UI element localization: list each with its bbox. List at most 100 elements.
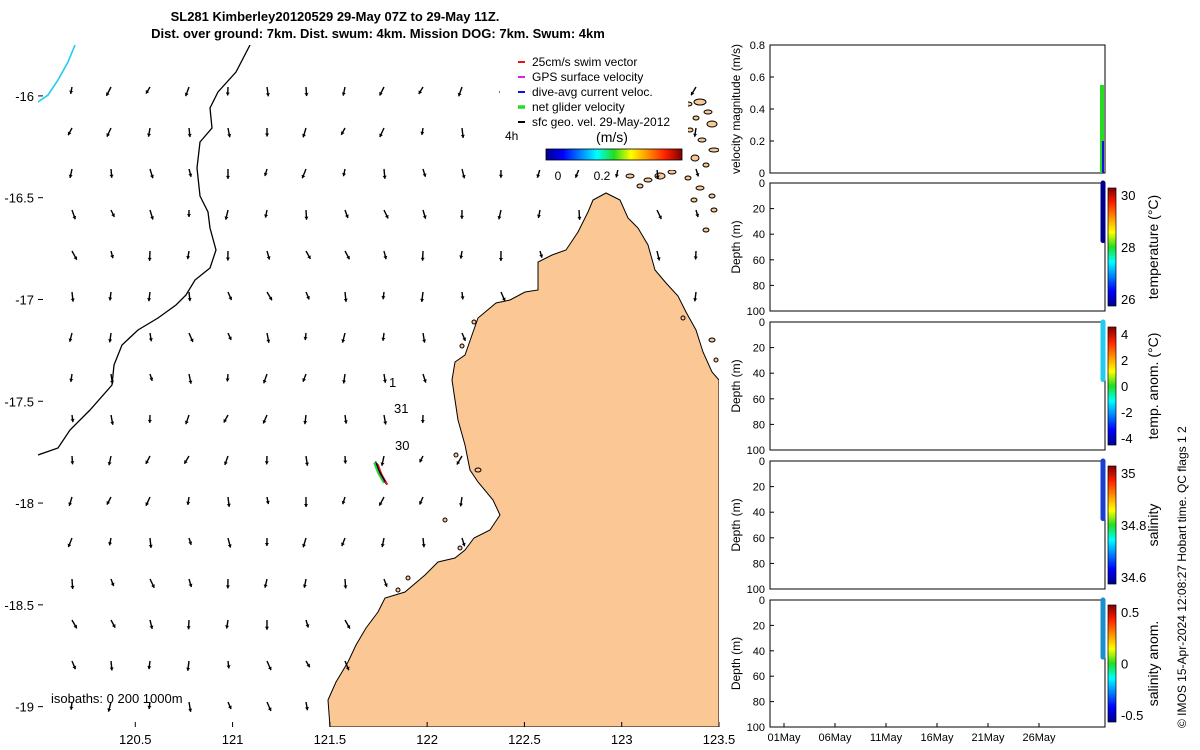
legend-label: sfc geo. vel. 29-May-2012 bbox=[532, 115, 670, 129]
velocity-arrow bbox=[227, 701, 232, 710]
colorbar-tick-label: 26 bbox=[1121, 292, 1135, 307]
velocity-arrow bbox=[265, 86, 270, 97]
velocity-arrow bbox=[459, 250, 464, 259]
velocity-arrow bbox=[305, 660, 311, 668]
velocity-arrow bbox=[264, 455, 269, 465]
panel-y-tick-label: 0 bbox=[759, 456, 765, 468]
velocity-arrow bbox=[149, 209, 154, 220]
velocity-arrow bbox=[378, 496, 385, 507]
velocity-arrow bbox=[304, 701, 309, 711]
panel-y-tick-label: 60 bbox=[753, 533, 765, 545]
velocity-arrow bbox=[304, 86, 309, 97]
velocity-arrow bbox=[71, 250, 78, 261]
velocity-arrow bbox=[70, 455, 75, 465]
island bbox=[692, 115, 700, 121]
velocity-arrow bbox=[656, 250, 661, 261]
velocity-arrow bbox=[265, 496, 270, 505]
panel-y-tick-label: 100 bbox=[747, 445, 765, 457]
velocity-arrow bbox=[147, 250, 152, 261]
velocity-arrow bbox=[693, 291, 698, 302]
velocity-arrow bbox=[461, 537, 466, 547]
velocity-arrow bbox=[266, 332, 271, 343]
velocity-arrow bbox=[147, 414, 152, 423]
day-label-31: 31 bbox=[394, 401, 408, 416]
velocity-arrow bbox=[341, 332, 346, 343]
velocity-arrow bbox=[343, 455, 348, 464]
velocity-arrow bbox=[187, 291, 192, 302]
velocity-arrow bbox=[70, 414, 75, 423]
velocity-arrow bbox=[224, 209, 229, 220]
map-y-tick-label: -17.5 bbox=[4, 394, 34, 409]
velocity-arrow bbox=[147, 291, 152, 302]
panel-y-tick-label: 40 bbox=[753, 368, 765, 380]
velocity-arrow bbox=[188, 537, 193, 546]
panel-colorbar bbox=[1107, 187, 1117, 307]
colorbar-tick-label: 30 bbox=[1121, 188, 1135, 203]
velocity-arrow bbox=[188, 578, 193, 588]
velocity-arrow bbox=[145, 496, 151, 507]
velocity-arrow bbox=[186, 209, 191, 218]
velocity-arrow bbox=[264, 537, 269, 546]
velocity-arrow bbox=[383, 414, 388, 425]
panel-y-tick-label: 0.2 bbox=[750, 136, 765, 148]
panel-ylabel: Depth (m) bbox=[729, 498, 743, 551]
velocity-arrow bbox=[263, 578, 268, 588]
map-x-tick-label: 122 bbox=[416, 732, 438, 747]
colorbar-tick-label: 28 bbox=[1121, 240, 1135, 255]
panel-y-tick-label: 100 bbox=[747, 722, 765, 734]
velocity-arrow bbox=[67, 537, 73, 548]
panel-ylabel: Depth (m) bbox=[729, 220, 743, 273]
colorbar-tick-label: 4 bbox=[1121, 327, 1128, 342]
island bbox=[702, 162, 710, 168]
island bbox=[395, 587, 401, 593]
velocity-arrow bbox=[693, 250, 698, 260]
velocity-arrow bbox=[695, 168, 700, 177]
velocity-arrow bbox=[186, 496, 191, 505]
velocity-arrow bbox=[421, 537, 426, 548]
velocity-arrow bbox=[188, 373, 193, 384]
velocity-arrow bbox=[109, 660, 114, 671]
velocity-arrow bbox=[539, 250, 544, 258]
colorbar-tick-label: 35 bbox=[1121, 466, 1135, 481]
velocity-arrow bbox=[264, 619, 269, 630]
velocity-arrow bbox=[690, 86, 697, 96]
velocity-arrow bbox=[302, 537, 307, 548]
velocity-arrow bbox=[537, 209, 541, 219]
velocity-arrow bbox=[342, 373, 347, 384]
title-line-2: Dist. over ground: 7km. Dist. swum: 4km.… bbox=[151, 26, 605, 41]
panel-frame bbox=[769, 321, 1106, 451]
map-y-tick-label: -16.5 bbox=[4, 191, 34, 206]
day-label-1: 1 bbox=[389, 375, 396, 390]
colorbar-tick-1: 0.2 bbox=[594, 169, 611, 183]
velocity-arrow bbox=[227, 291, 233, 301]
velocity-arrow bbox=[110, 578, 115, 587]
colorbar-title: (m/s) bbox=[596, 129, 628, 145]
velocity-arrow bbox=[110, 250, 115, 259]
colorbar-label: temp. anom. (°C) bbox=[1145, 333, 1161, 440]
velocity-arrow bbox=[71, 660, 77, 670]
velocity-arrow bbox=[147, 127, 151, 137]
panel-ylabel: Depth (m) bbox=[729, 359, 743, 412]
velocity-arrow bbox=[264, 209, 269, 218]
legend-label: dive-avg current veloc. bbox=[532, 85, 653, 99]
colorbar-tick-label: 2 bbox=[1121, 353, 1128, 368]
velocity-arrow bbox=[459, 209, 464, 219]
velocity-arrow bbox=[383, 250, 388, 260]
velocity-arrow bbox=[110, 414, 115, 425]
velocity-arrow bbox=[420, 127, 425, 136]
velocity-arrow bbox=[498, 168, 503, 178]
panel-y-tick-label: 0 bbox=[759, 168, 765, 180]
island bbox=[405, 575, 411, 581]
island bbox=[684, 175, 692, 181]
velocity-arrow bbox=[106, 496, 112, 505]
velocity-arrow bbox=[302, 127, 307, 138]
velocity-arrow bbox=[305, 455, 309, 466]
panel-y-tick-label: 80 bbox=[753, 280, 765, 292]
panel-ylabel: Depth (m) bbox=[729, 637, 743, 690]
velocity-arrow bbox=[107, 701, 112, 712]
panel-0: 0 0.2 0.4 0.6 0.8 velocity magnitude (m/s) bbox=[729, 40, 1106, 180]
velocity-arrow bbox=[341, 86, 346, 96]
colorbar-tick-label: 34.6 bbox=[1121, 570, 1146, 585]
